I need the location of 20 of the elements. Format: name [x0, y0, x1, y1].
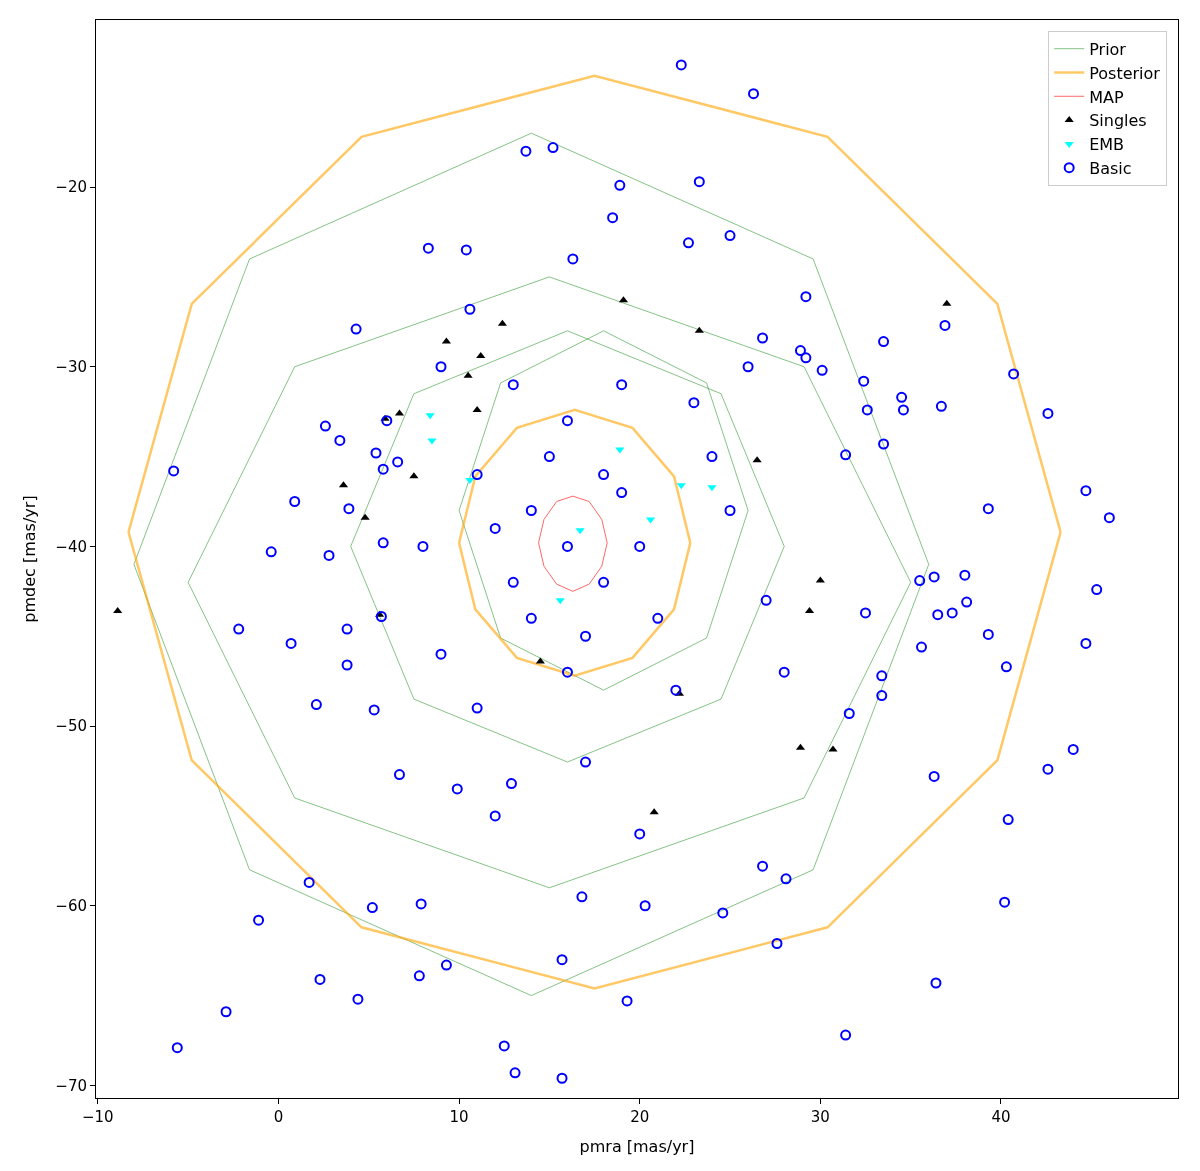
y-axis-title: pmdec [mas/yr] — [20, 495, 40, 623]
y-tick-label: −50 — [55, 717, 87, 736]
legend-label: Singles — [1089, 111, 1147, 131]
x-tick-label: 20 — [630, 1108, 650, 1126]
legend-label: MAP — [1089, 87, 1124, 107]
legend-label: Prior — [1089, 39, 1127, 59]
y-tick-label: −60 — [55, 897, 87, 916]
x-tick-label: −10 — [81, 1108, 114, 1126]
x-tick-label: 30 — [810, 1108, 830, 1126]
y-tick-label: −70 — [55, 1076, 87, 1095]
x-axis-title: pmra [mas/yr] — [579, 1136, 695, 1156]
y-tick-label: −20 — [55, 178, 87, 197]
y-tick-label: −40 — [55, 537, 87, 556]
legend-label: Basic — [1089, 158, 1132, 178]
y-tick-label: −30 — [55, 358, 87, 377]
x-tick-label: 40 — [991, 1108, 1011, 1126]
x-tick-label: 10 — [449, 1108, 469, 1126]
legend-label: EMB — [1089, 135, 1125, 155]
x-tick-label: 0 — [273, 1108, 284, 1126]
legend-label: Posterior — [1089, 63, 1161, 83]
